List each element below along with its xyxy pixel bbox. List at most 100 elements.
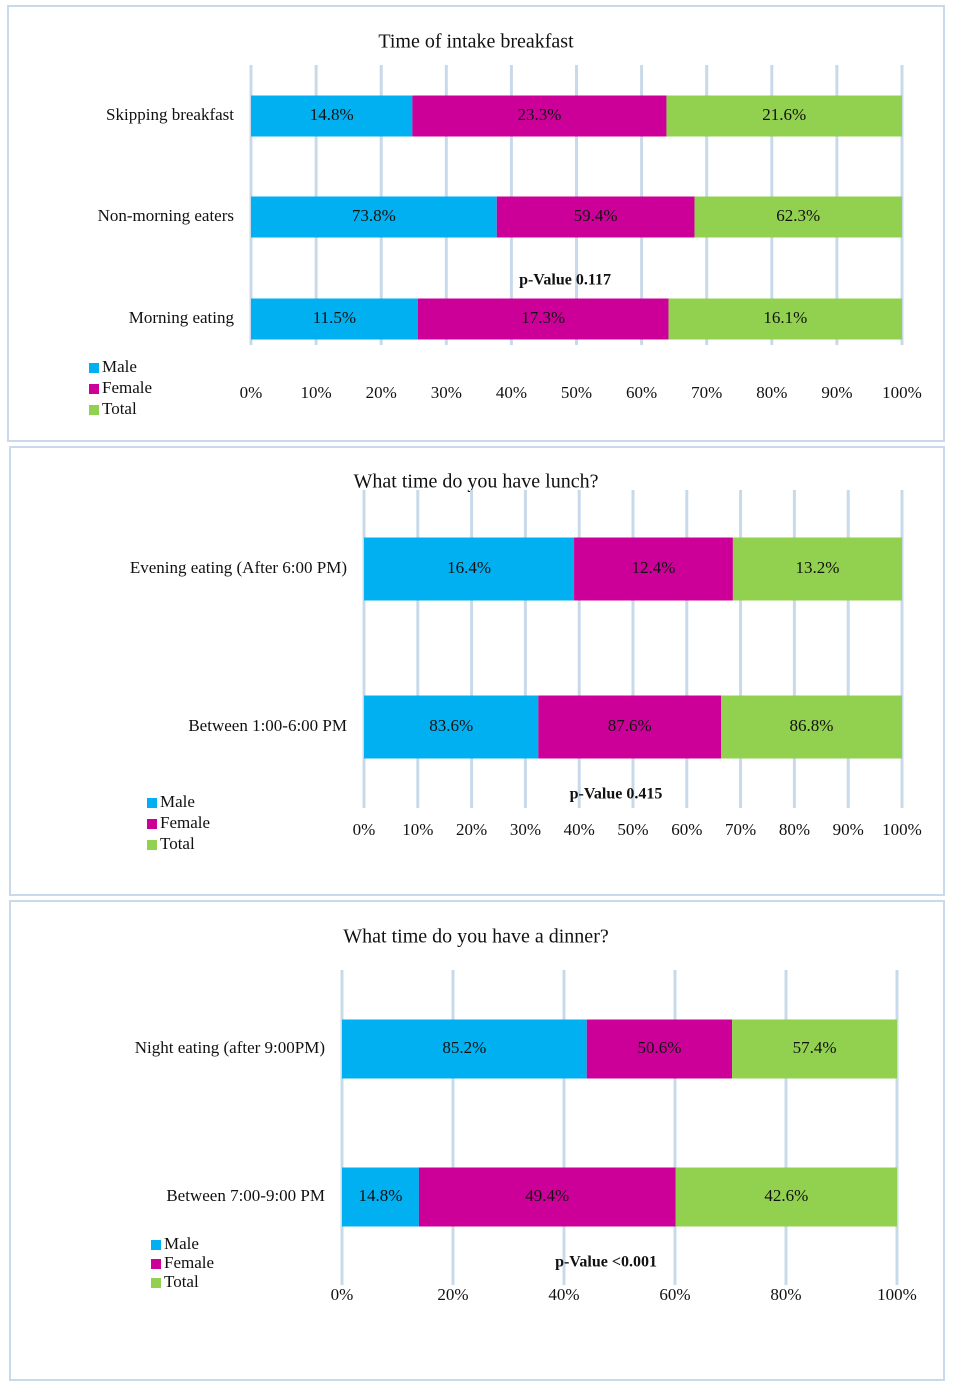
x-tick-label: 30% [431, 383, 462, 402]
x-tick-label: 0% [240, 383, 263, 402]
y-tick-label: Night eating (after 9:00PM) [135, 1038, 325, 1057]
y-tick-label: Between 1:00-6:00 PM [188, 716, 347, 735]
x-tick-label: 80% [756, 383, 787, 402]
bar-segment [364, 537, 575, 601]
bar-segment [732, 537, 902, 601]
y-tick-label: Skipping breakfast [106, 105, 234, 124]
legend-label: Male [102, 357, 137, 376]
x-tick-label: 10% [301, 383, 332, 402]
bar-segment [417, 298, 669, 340]
x-tick-label: 20% [456, 820, 487, 839]
x-tick-label: 30% [510, 820, 541, 839]
bar-segment [418, 1167, 676, 1227]
data-label: 12.4% [632, 558, 676, 577]
data-label: 17.3% [521, 308, 565, 327]
legend-label: Total [102, 399, 137, 418]
bar-segment [675, 1167, 897, 1227]
data-label: 83.6% [429, 716, 473, 735]
x-tick-label: 20% [437, 1285, 468, 1304]
data-label: 49.4% [525, 1186, 569, 1205]
bar-segment [251, 196, 497, 238]
x-tick-label: 70% [691, 383, 722, 402]
x-tick-label: 50% [561, 383, 592, 402]
legend-label: Female [102, 378, 152, 397]
chart-title: What time do you have lunch? [354, 471, 599, 493]
panel [9, 900, 945, 1381]
x-tick-label: 10% [402, 820, 433, 839]
x-tick-label: 90% [821, 383, 852, 402]
legend-swatch [151, 1240, 161, 1250]
data-label: 16.4% [447, 558, 491, 577]
x-tick-label: 0% [331, 1285, 354, 1304]
annotation: p-Value 0.415 [570, 786, 663, 803]
x-tick-label: 60% [671, 820, 702, 839]
x-tick-label: 40% [496, 383, 527, 402]
legend-swatch [147, 798, 157, 808]
bar-segment [666, 95, 902, 137]
data-label: 87.6% [608, 716, 652, 735]
legend-swatch [147, 840, 157, 850]
data-label: 21.6% [762, 105, 806, 124]
y-tick-label: Between 7:00-9:00 PM [166, 1186, 325, 1205]
legend-label: Female [160, 813, 210, 832]
data-label: 13.2% [795, 558, 839, 577]
legend-label: Total [160, 834, 195, 853]
x-tick-label: 100% [882, 820, 922, 839]
legend-swatch [147, 819, 157, 829]
x-tick-label: 80% [779, 820, 810, 839]
bar-segment [720, 695, 902, 759]
bar-segment [574, 537, 733, 601]
bar-segment [342, 1019, 587, 1079]
data-label: 42.6% [764, 1186, 808, 1205]
x-tick-label: 100% [877, 1285, 917, 1304]
bar-segment [694, 196, 902, 238]
bar-segment [251, 298, 418, 340]
x-tick-label: 0% [353, 820, 376, 839]
data-label: 59.4% [574, 206, 618, 225]
bar-segment [412, 95, 667, 137]
data-label: 14.8% [310, 105, 354, 124]
bar-segment [538, 695, 721, 759]
bar-segment [668, 298, 902, 340]
bar-segment [342, 1167, 419, 1227]
y-tick-label: Evening eating (After 6:00 PM) [130, 558, 347, 577]
legend-label: Female [164, 1253, 214, 1272]
chart-title: What time do you have a dinner? [343, 926, 609, 948]
annotation: p-Value 0.117 [519, 272, 611, 289]
data-label: 11.5% [313, 308, 356, 327]
y-tick-label: Non-morning eaters [98, 206, 234, 225]
x-tick-label: 100% [882, 383, 922, 402]
legend-swatch [89, 405, 99, 415]
x-tick-label: 60% [626, 383, 657, 402]
data-label: 16.1% [763, 308, 807, 327]
legend-label: Total [164, 1272, 199, 1291]
legend-swatch [89, 363, 99, 373]
chart-title: Time of intake breakfast [378, 31, 574, 53]
x-tick-label: 40% [548, 1285, 579, 1304]
bar-segment [586, 1019, 733, 1079]
x-tick-label: 20% [366, 383, 397, 402]
data-label: 85.2% [442, 1038, 486, 1057]
annotation: p-Value <0.001 [555, 1254, 657, 1271]
bar-segment [496, 196, 695, 238]
y-tick-label: Morning eating [129, 308, 235, 327]
x-tick-label: 90% [833, 820, 864, 839]
data-label: 73.8% [352, 206, 396, 225]
x-tick-label: 50% [617, 820, 648, 839]
x-tick-label: 80% [770, 1285, 801, 1304]
legend-label: Male [160, 792, 195, 811]
legend-swatch [151, 1278, 161, 1288]
legend-swatch [89, 384, 99, 394]
legend-label: Male [164, 1234, 199, 1253]
bar-segment [732, 1019, 897, 1079]
bar-segment [364, 695, 539, 759]
data-label: 23.3% [517, 105, 561, 124]
legend-swatch [151, 1259, 161, 1269]
x-tick-label: 40% [564, 820, 595, 839]
data-label: 57.4% [793, 1038, 837, 1057]
panel [9, 446, 945, 896]
data-label: 50.6% [637, 1038, 681, 1057]
x-tick-label: 70% [725, 820, 756, 839]
data-label: 86.8% [790, 716, 834, 735]
